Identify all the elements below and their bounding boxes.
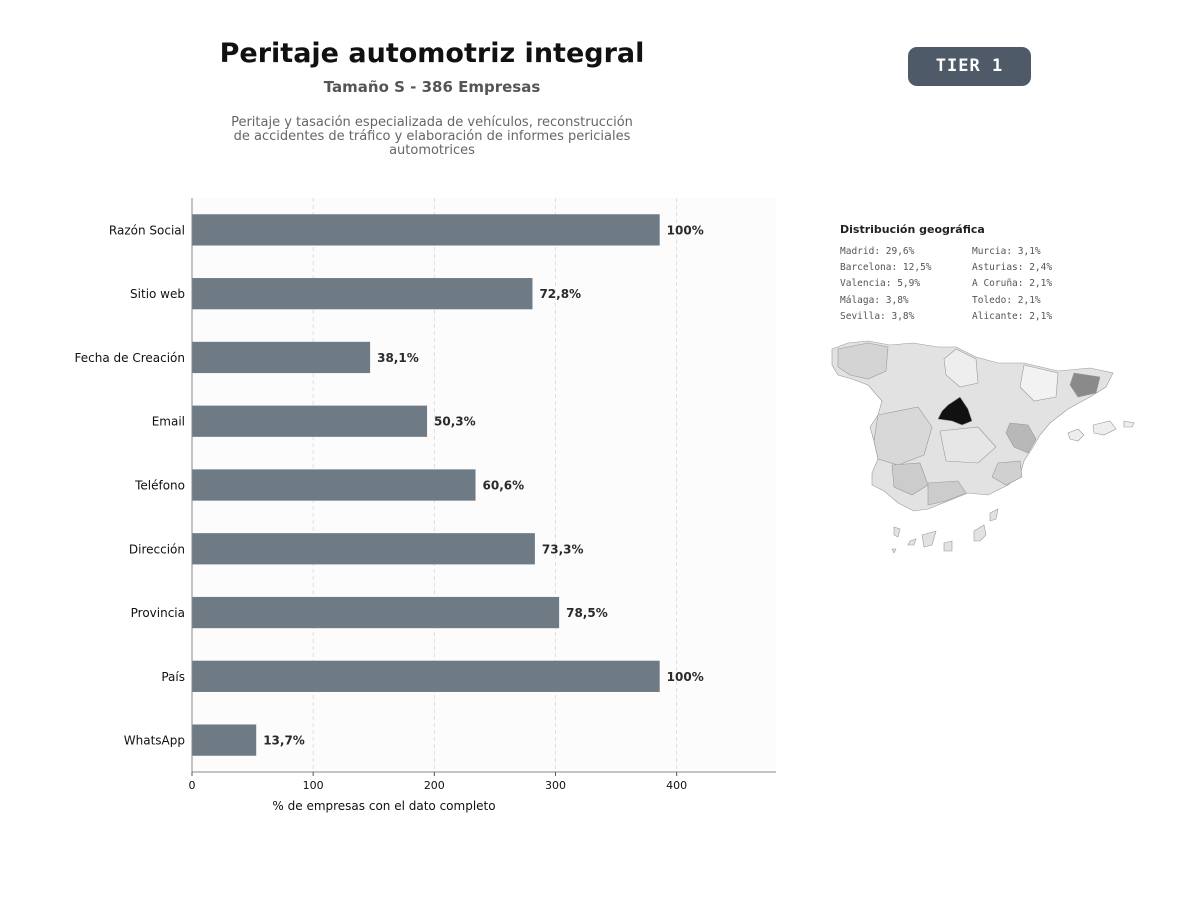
- map-region-north: [837, 342, 889, 380]
- map-region-valencia: [1005, 422, 1037, 454]
- bar-value-label: 78,5%: [566, 606, 608, 620]
- map-region-southeast: [991, 460, 1023, 486]
- map-region-central: [939, 426, 997, 464]
- bar: [192, 596, 560, 629]
- category-label: Provincia: [131, 606, 185, 620]
- bar: [192, 724, 257, 756]
- category-label: WhatsApp: [124, 734, 185, 748]
- category-label: Dirección: [129, 542, 185, 556]
- bar: [192, 341, 371, 374]
- bar: [192, 469, 476, 501]
- x-tick-label: 0: [189, 779, 196, 792]
- bar-value-label: 72,8%: [539, 287, 581, 301]
- map-region-barcelona: [1069, 372, 1101, 398]
- geo-item: Asturias: 2,4%: [972, 262, 1053, 274]
- bar-value-label: 100%: [667, 223, 704, 237]
- geo-item: Valencia: 5,9%: [840, 278, 921, 290]
- bar-value-label: 50,3%: [434, 415, 476, 429]
- bar-value-label: 13,7%: [263, 734, 305, 748]
- geo-title: Distribución geográfica: [840, 223, 985, 236]
- x-tick-label: 400: [666, 779, 687, 792]
- geo-item: A Coruña: 2,1%: [972, 278, 1053, 290]
- map-region-west: [873, 406, 933, 466]
- x-axis-label: % de empresas con el dato completo: [272, 799, 495, 813]
- bar: [192, 278, 533, 310]
- category-label: Teléfono: [134, 479, 185, 493]
- geo-item: Málaga: 3,8%: [840, 294, 909, 306]
- x-tick-label: 300: [545, 779, 566, 792]
- map-islands-canary: [891, 508, 999, 554]
- category-label: Fecha de Creación: [75, 351, 185, 365]
- bar-value-label: 100%: [667, 670, 704, 684]
- map-region-north: [943, 348, 979, 388]
- category-label: Sitio web: [130, 287, 185, 301]
- bar: [192, 214, 660, 246]
- geo-list-left: Madrid: 29,6% Barcelona: 12,5% Valencia:…: [840, 246, 932, 327]
- x-tick-label: 200: [424, 779, 445, 792]
- geo-item: Toledo: 2,1%: [972, 294, 1041, 306]
- bar-chart: 100% Razón Social 72,8% Sitio web 38,1% Fecha…: [75, 198, 776, 813]
- tier-badge: TIER 1: [908, 47, 1031, 86]
- bar-value-label: 73,3%: [542, 542, 584, 556]
- map-islands-balearic: [1067, 420, 1135, 442]
- bar: [192, 533, 535, 565]
- geo-item: Barcelona: 12,5%: [840, 262, 932, 274]
- category-label: País: [161, 670, 185, 684]
- bar-value-label: 60,6%: [483, 479, 525, 493]
- chart-description: Peritaje y tasación especializada de veh…: [231, 115, 633, 158]
- map-region-south: [891, 462, 929, 496]
- geo-item: Madrid: 29,6%: [840, 246, 915, 257]
- chart-subtitle: Tamaño S - 386 Empresas: [323, 78, 541, 96]
- map-region-south: [927, 480, 967, 506]
- geo-item: Alicante: 2,1%: [972, 310, 1053, 322]
- geo-list-right: Murcia: 3,1% Asturias: 2,4% A Coruña: 2,…: [972, 246, 1052, 327]
- geo-item: Sevilla: 3,8%: [840, 310, 915, 322]
- bar: [192, 660, 660, 692]
- chart-title: Peritaje automotriz integral: [219, 38, 645, 69]
- category-label: Email: [152, 415, 185, 429]
- bar: [192, 405, 428, 437]
- bar-value-label: 38,1%: [377, 351, 419, 365]
- map-region-madrid: [937, 396, 973, 426]
- spain-map: [831, 340, 1135, 554]
- x-tick-label: 100: [303, 779, 324, 792]
- geo-item: Murcia: 3,1%: [972, 246, 1041, 257]
- map-region-northeast: [1019, 364, 1059, 402]
- category-label: Razón Social: [109, 223, 185, 237]
